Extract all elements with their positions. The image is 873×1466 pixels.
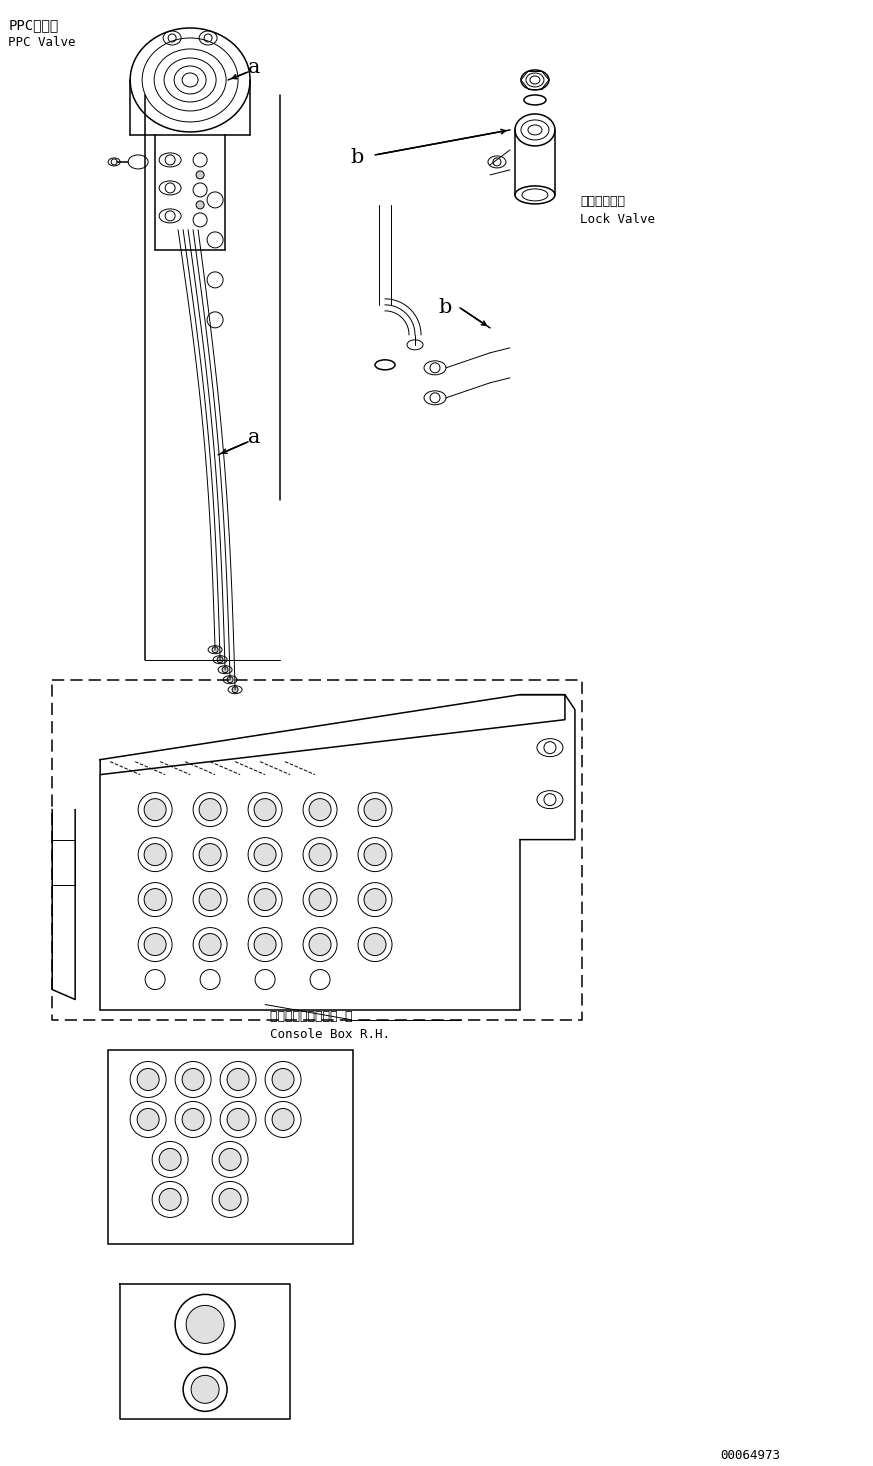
Circle shape [364,799,386,821]
Circle shape [182,1069,204,1091]
Circle shape [199,888,221,910]
Circle shape [144,799,166,821]
Circle shape [199,799,221,821]
Text: Lock Valve: Lock Valve [580,213,655,226]
Text: b: b [438,298,451,317]
Text: Console Box R.H.: Console Box R.H. [270,1028,390,1041]
Circle shape [309,888,331,910]
Circle shape [159,1148,181,1170]
Circle shape [144,888,166,910]
Circle shape [199,934,221,956]
Text: a: a [248,59,260,78]
Circle shape [227,677,233,683]
Circle shape [212,647,218,652]
Text: PPC Valve: PPC Valve [8,37,76,48]
Circle shape [137,1108,159,1130]
Text: b: b [350,148,363,167]
Circle shape [159,1189,181,1211]
Circle shape [186,1305,224,1343]
Circle shape [364,934,386,956]
Text: PPCバルブ: PPCバルブ [8,18,58,32]
Circle shape [144,843,166,865]
Circle shape [191,1375,219,1403]
Circle shape [196,172,204,179]
Text: a: a [248,428,260,447]
Circle shape [309,799,331,821]
Bar [52,840,75,884]
Circle shape [196,201,204,208]
Circle shape [219,1148,241,1170]
Circle shape [364,843,386,865]
Circle shape [272,1069,294,1091]
Text: ロックバルブ: ロックバルブ [580,195,625,208]
Circle shape [254,843,276,865]
Circle shape [254,799,276,821]
Circle shape [182,1108,204,1130]
Circle shape [309,934,331,956]
Circle shape [219,1189,241,1211]
Circle shape [199,843,221,865]
Circle shape [254,888,276,910]
Text: 00064973: 00064973 [720,1450,780,1462]
Circle shape [222,667,228,673]
Circle shape [272,1108,294,1130]
Circle shape [227,1069,249,1091]
Circle shape [227,1108,249,1130]
Circle shape [309,843,331,865]
Circle shape [137,1069,159,1091]
Circle shape [217,657,223,663]
Text: コンソールボックス 右: コンソールボックス 右 [270,1010,353,1022]
Bar [108,1050,353,1245]
Circle shape [254,934,276,956]
Circle shape [144,934,166,956]
Circle shape [232,686,238,692]
Circle shape [364,888,386,910]
